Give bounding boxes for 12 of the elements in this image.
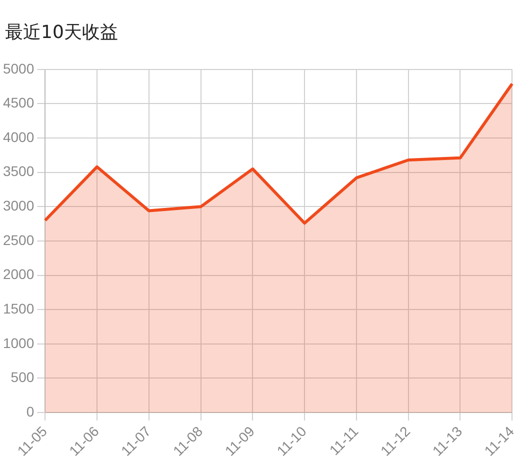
y-tick-label: 1000 bbox=[2, 334, 34, 351]
y-tick-label: 4500 bbox=[2, 94, 34, 111]
y-tick-label: 3000 bbox=[2, 198, 34, 214]
y-tick-label: 2500 bbox=[2, 232, 34, 248]
y-tick-label: 4000 bbox=[2, 128, 34, 145]
y-tick-label: 500 bbox=[10, 369, 34, 386]
y-tick-label: 1500 bbox=[2, 300, 34, 316]
y-tick-label: 3500 bbox=[2, 163, 34, 180]
y-tick-label: 2000 bbox=[2, 266, 34, 282]
chart-title: 最近10天收益 bbox=[5, 21, 118, 44]
y-tick-label: 0 bbox=[26, 403, 34, 420]
y-tick-label: 5000 bbox=[2, 60, 34, 76]
